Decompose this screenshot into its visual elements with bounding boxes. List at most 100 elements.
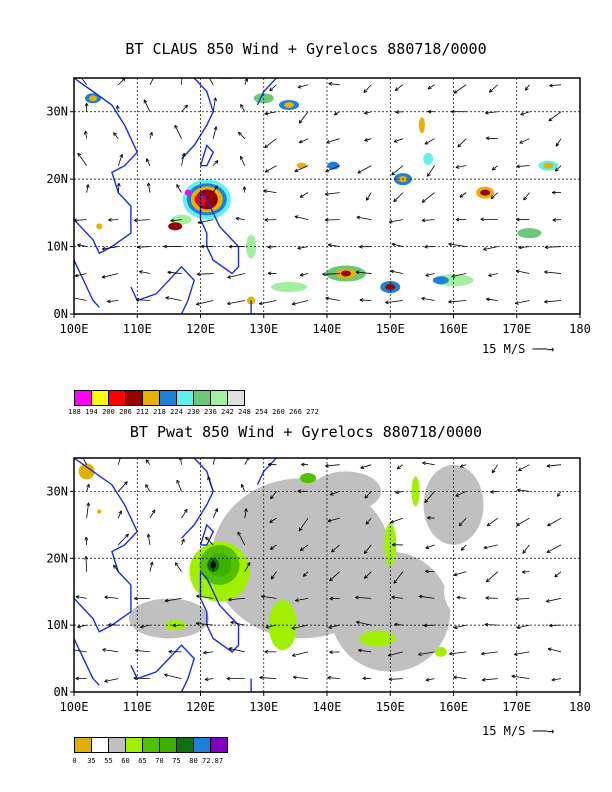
wind-vector: [269, 517, 277, 523]
wind-vector: [557, 491, 562, 497]
lat-tick-label: 0N: [54, 307, 68, 321]
wind-vector: [516, 165, 530, 167]
wind-vector: [230, 621, 245, 626]
wind-vector: [491, 165, 499, 171]
legend-swatch: [125, 737, 142, 753]
wind-vector: [139, 270, 150, 274]
wind-vector: [325, 165, 340, 173]
coastline: [74, 458, 139, 633]
legend-swatch: [210, 737, 228, 753]
wind-vector: [519, 138, 530, 144]
wind-vector: [549, 84, 562, 87]
wind-vector: [546, 598, 562, 602]
wind-vector: [546, 544, 562, 553]
wind-vector: [364, 571, 372, 579]
lon-tick-label: 170E: [502, 700, 531, 714]
lon-tick-label: 150E: [376, 322, 405, 336]
wind-vector: [240, 156, 246, 166]
wind-vector: [334, 111, 340, 116]
wind-vector: [147, 533, 151, 545]
panel1-legend-labels: 188 194 200 206 212 218 224 230 236 242 248 254 260 2…: [66, 408, 321, 416]
lon-tick-label: 110E: [123, 700, 152, 714]
wind-vector: [259, 300, 277, 305]
wind-vector: [84, 130, 88, 139]
legend-swatch: [142, 737, 159, 753]
legend-label: 230: [187, 408, 200, 416]
wind-vector: [101, 273, 119, 278]
lon-tick-label: 140E: [313, 322, 342, 336]
wind-vector: [357, 165, 372, 174]
wind-vector: [82, 458, 88, 465]
wind-vector: [147, 182, 151, 193]
wind-vector: [546, 464, 562, 467]
wind-vector: [294, 216, 309, 220]
wind-vector: [390, 517, 404, 523]
wind-vector: [359, 299, 372, 301]
lon-tick-label: 180: [569, 700, 591, 714]
coastline: [256, 78, 277, 106]
legend-label: 60: [121, 757, 130, 765]
shade-region: [418, 117, 425, 134]
wind-vector: [488, 273, 498, 277]
wind-vector: [269, 84, 277, 92]
wind-vector: [134, 219, 150, 221]
wind-vector: [516, 624, 530, 629]
wind-vector: [555, 138, 562, 147]
shade-region: [296, 162, 307, 169]
coastline: [180, 78, 214, 160]
wind-vector: [181, 153, 185, 166]
wind-vector: [486, 571, 499, 583]
wind-vector: [77, 152, 87, 166]
wind-vector: [104, 678, 119, 682]
wind-vector: [74, 297, 87, 301]
wind-vector: [388, 678, 403, 680]
wind-vector: [228, 598, 245, 601]
wind-vector: [295, 598, 309, 602]
wind-vector: [292, 300, 309, 305]
lat-tick-label: 10N: [46, 618, 68, 632]
wind-vector: [244, 78, 248, 85]
legend-swatch: [74, 737, 91, 753]
wind-vector: [86, 502, 89, 519]
wind-vector: [263, 190, 277, 194]
wind-vector: [418, 651, 435, 655]
wind-vector: [516, 517, 530, 526]
shade-region: [128, 598, 209, 639]
wind-vector: [298, 111, 309, 124]
wind-vector: [388, 651, 403, 656]
wind-vector: [486, 517, 499, 527]
wind-vector: [212, 97, 217, 112]
legend-label: 260: [272, 408, 285, 416]
wind-vector: [456, 596, 467, 599]
shade-region: [88, 95, 97, 102]
shade-region: [168, 222, 183, 231]
legend-label: 200: [102, 408, 115, 416]
wind-vector: [196, 300, 214, 305]
panel1-title: BT CLAUS 850 Wind + Gyrelocs 880718/0000: [125, 40, 487, 58]
wind-vector: [483, 544, 498, 549]
lon-tick-label: 140E: [313, 700, 342, 714]
wind-vector: [181, 508, 188, 519]
legend-label: 218: [153, 408, 166, 416]
shade-region: [184, 189, 191, 196]
legend-swatch: [193, 390, 210, 406]
wind-vector: [421, 297, 435, 301]
wind-vector: [261, 595, 277, 599]
lon-tick-label: 110E: [123, 322, 152, 336]
legend-label: 55: [104, 757, 113, 765]
lon-tick-label: 160E: [439, 700, 468, 714]
wind-vector: [421, 219, 435, 221]
lon-tick-label: 160E: [439, 322, 468, 336]
wind-vector: [240, 104, 246, 112]
wind-vector: [244, 508, 247, 519]
wind-vector: [303, 571, 309, 577]
wind-vector: [481, 651, 498, 655]
wind-vector: [117, 183, 120, 193]
wind-vector: [212, 126, 217, 139]
wind-vector: [117, 510, 122, 519]
shade-region: [271, 282, 308, 293]
wind-vector: [170, 219, 182, 222]
panel2-scale: 15 M/S ──→: [482, 724, 554, 738]
lon-tick-label: 120E: [186, 322, 215, 336]
wind-vector: [482, 678, 498, 681]
